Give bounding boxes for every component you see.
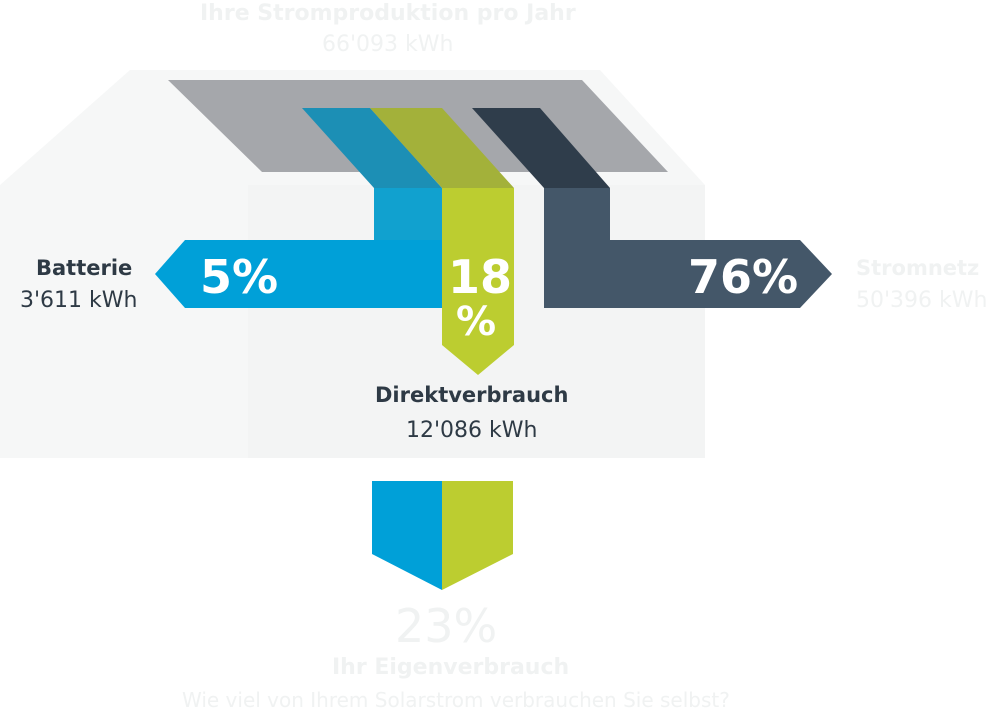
production-title: Ihre Stromproduktion pro Jahr: [200, 1, 576, 26]
battery-arrow: [155, 240, 442, 308]
self-consumption-question: Wie viel von Ihrem Solarstrom verbrauche…: [182, 688, 730, 712]
direct-value: 12'086 kWh: [406, 418, 538, 443]
self-consumption-percent: 23%: [395, 599, 498, 653]
self-consumption-label: Ihr Eigenverbrauch: [332, 655, 570, 680]
direct-flow-diagonal: [370, 108, 514, 188]
direct-arrow: [442, 188, 514, 375]
grid-value: 50'396 kWh: [856, 288, 988, 313]
battery-value: 3'611 kWh: [20, 288, 138, 313]
direct-label: Direktverbrauch: [375, 383, 569, 407]
direct-percent-sign: %: [456, 299, 497, 345]
grid-flow-vertical: [544, 188, 610, 308]
grid-percent: 76%: [688, 250, 799, 304]
battery-flow-diagonal: [302, 108, 442, 188]
production-value: 66'093 kWh: [322, 32, 454, 57]
direct-percent-number: 18: [448, 250, 513, 304]
grid-label: Stromnetz: [856, 256, 980, 280]
grid-arrow: [610, 240, 832, 308]
battery-percent: 5%: [200, 250, 279, 304]
battery-label: Batterie: [36, 256, 133, 280]
self-consumption-direct-half: [442, 481, 513, 590]
grid-flow-diagonal: [472, 108, 610, 188]
self-consumption-battery-half: [372, 481, 442, 590]
